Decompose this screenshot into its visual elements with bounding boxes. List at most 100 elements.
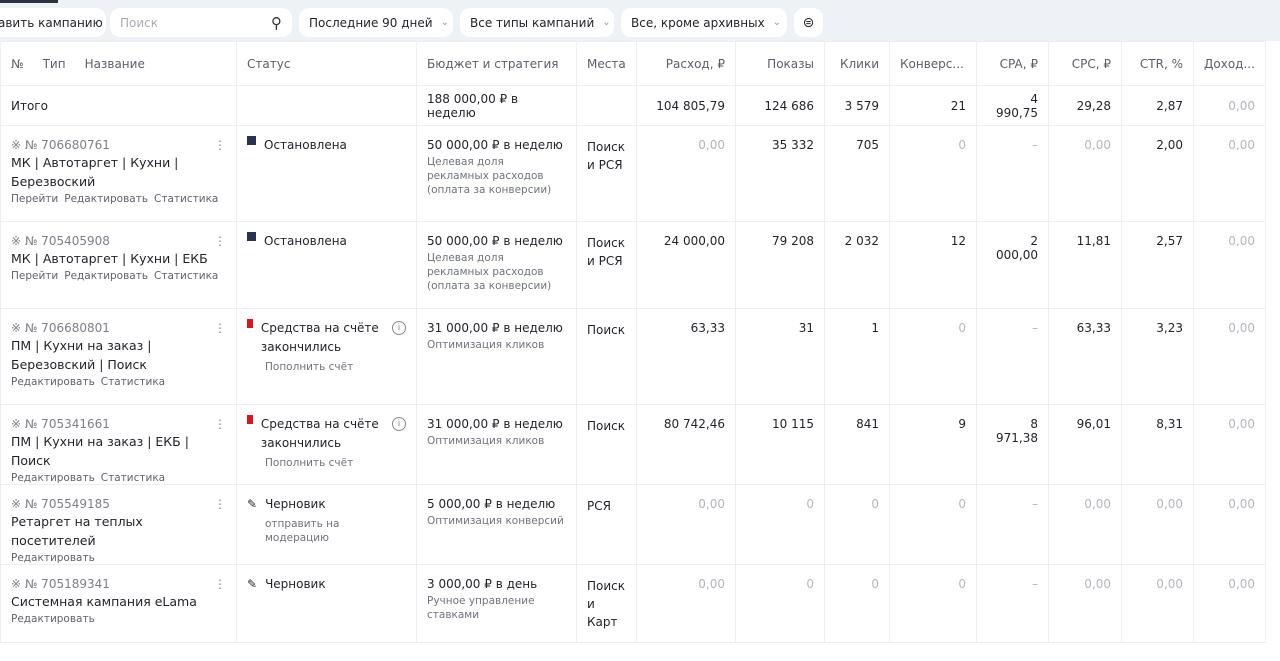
col-budget[interactable]: Бюджет и стратегия bbox=[416, 41, 577, 86]
cell-cpa: 8 971,38 bbox=[976, 404, 1049, 485]
strategy: Оптимизация конверсий bbox=[427, 515, 564, 527]
status-cell: Средства на счёте закончились i Пополнить… bbox=[236, 308, 417, 405]
places: Поиск и РСЯ bbox=[576, 221, 637, 309]
budget: 3 000,00 ₽ в день bbox=[427, 577, 538, 591]
cell-shows: 79 208 bbox=[735, 221, 825, 309]
cell-ctr: 3,23 bbox=[1121, 308, 1194, 405]
total-cpc: 29,28 bbox=[1048, 85, 1122, 126]
more-menu-icon[interactable]: ⋮ bbox=[214, 138, 226, 152]
col-ctr[interactable]: CTR, % bbox=[1121, 41, 1194, 86]
budget: 31 000,00 ₽ в неделю bbox=[427, 417, 563, 431]
period-dropdown[interactable]: Последние 90 дней ⌄ bbox=[299, 8, 453, 37]
strategy: Целевая доля рекламных расходов (оплата … bbox=[427, 156, 552, 196]
col-income[interactable]: Доход... bbox=[1193, 41, 1266, 86]
campaign-cell: ※ № 705405908 ⋮ МК | Автотаргет | Кухни |… bbox=[0, 221, 237, 309]
pencil-icon: ✎ bbox=[247, 577, 258, 591]
campaign-name[interactable]: ПМ | Кухни на заказ | ЕКБ | Поиск bbox=[11, 434, 189, 468]
col-name[interactable]: № Тип Название bbox=[0, 41, 237, 86]
archive-filter-dropdown[interactable]: Все, кроме архивных ⌄ bbox=[621, 8, 787, 37]
link-0[interactable]: Редактировать bbox=[11, 613, 95, 625]
toolbar: авить кампанию Поиск ⚲ Последние 90 дней ⌄… bbox=[0, 0, 1280, 41]
link-0[interactable]: Редактировать bbox=[11, 552, 95, 564]
places: Поиск bbox=[576, 404, 637, 485]
link-2[interactable]: Статистика bbox=[154, 193, 219, 205]
col-cpc[interactable]: CPC, ₽ bbox=[1048, 41, 1122, 86]
cell-clicks: 1 bbox=[824, 308, 890, 405]
filter-settings-button[interactable]: ⊜ bbox=[794, 8, 823, 37]
col-cpa[interactable]: CPA, ₽ bbox=[976, 41, 1049, 86]
status-cell: Остановлена bbox=[236, 221, 417, 309]
col-conversions[interactable]: Конверс... bbox=[889, 41, 977, 86]
add-campaign-label: авить кампанию bbox=[0, 15, 103, 30]
table-row: ※ № 706680761 ⋮ МК | Автотаргет | Кухни |… bbox=[0, 125, 1266, 222]
cell-conv: 0 bbox=[889, 308, 977, 405]
link-0[interactable]: Перейти bbox=[11, 193, 59, 205]
more-menu-icon[interactable]: ⋮ bbox=[214, 321, 226, 335]
link-0[interactable]: Редактировать bbox=[11, 472, 95, 484]
campaign-name[interactable]: Ретаргет на теплых посетителей bbox=[11, 514, 143, 548]
status-action[interactable]: Пополнить счёт bbox=[265, 361, 354, 373]
strategy: Оптимизация кликов bbox=[427, 339, 545, 351]
link-1[interactable]: Статистика bbox=[100, 376, 166, 388]
cell-ctr: 0,00 bbox=[1121, 564, 1194, 643]
col-spend[interactable]: Расход, ₽ bbox=[636, 41, 736, 86]
cell-cpc: 96,01 bbox=[1048, 404, 1122, 485]
cell-conv: 0 bbox=[889, 484, 977, 565]
cell-spend: 0,00 bbox=[636, 125, 736, 222]
campaign-name[interactable]: МК | Автотаргет | Кухни | Березвоский bbox=[11, 155, 179, 189]
cell-shows: 0 bbox=[735, 564, 825, 643]
status-cell: ✎ Черновик bbox=[236, 564, 417, 643]
status-action[interactable]: Пополнить счёт bbox=[265, 457, 354, 469]
total-shows: 124 686 bbox=[735, 85, 825, 126]
status-square-icon bbox=[247, 136, 256, 145]
info-icon[interactable]: i bbox=[392, 321, 406, 335]
col-status[interactable]: Статус bbox=[236, 41, 417, 86]
budget: 50 000,00 ₽ в неделю bbox=[427, 234, 563, 248]
cell-income: 0,00 bbox=[1193, 125, 1266, 222]
status-action[interactable]: отправить на модерацию bbox=[265, 518, 340, 544]
add-campaign-button[interactable]: авить кампанию bbox=[0, 8, 106, 37]
info-icon[interactable]: i bbox=[392, 417, 406, 431]
link-1[interactable]: Редактировать bbox=[64, 270, 149, 282]
col-places[interactable]: Места bbox=[576, 41, 637, 86]
col-shows[interactable]: Показы bbox=[735, 41, 825, 86]
cell-income: 0,00 bbox=[1193, 564, 1266, 643]
places: Поиск и РСЯ bbox=[576, 125, 637, 222]
table-row: ※ № 705189341 ⋮ Системная кампания eLama … bbox=[0, 564, 1266, 643]
period-label: Последние 90 дней bbox=[309, 15, 433, 30]
campaign-id: № 705189341 bbox=[24, 577, 110, 591]
campaign-name[interactable]: МК | Автотаргет | Кухни | ЕКБ bbox=[11, 251, 208, 266]
cell-shows: 10 115 bbox=[735, 404, 825, 485]
col-clicks[interactable]: Клики bbox=[824, 41, 890, 86]
campaign-types-dropdown[interactable]: Все типы кампаний ⌄ bbox=[460, 8, 614, 37]
cell-spend: 0,00 bbox=[636, 564, 736, 643]
cell-income: 0,00 bbox=[1193, 308, 1266, 405]
more-menu-icon[interactable]: ⋮ bbox=[214, 417, 226, 431]
cell-cpa: – bbox=[976, 308, 1049, 405]
more-menu-icon[interactable]: ⋮ bbox=[214, 234, 226, 248]
status-text: Остановлена bbox=[264, 234, 347, 248]
status-square-icon bbox=[247, 232, 256, 241]
search-placeholder: Поиск bbox=[120, 15, 159, 30]
link-0[interactable]: Редактировать bbox=[11, 376, 95, 388]
campaign-name[interactable]: Системная кампания eLama bbox=[11, 594, 197, 609]
link-1[interactable]: Статистика bbox=[100, 472, 166, 484]
cell-ctr: 2,57 bbox=[1121, 221, 1194, 309]
campaign-cell: ※ № 705549185 ⋮ Ретаргет на теплых посети… bbox=[0, 484, 237, 565]
status-cell: Средства на счёте закончились i Пополнить… bbox=[236, 404, 417, 485]
campaign-cell: ※ № 706680761 ⋮ МК | Автотаргет | Кухни |… bbox=[0, 125, 237, 222]
more-menu-icon[interactable]: ⋮ bbox=[214, 497, 226, 511]
search-input[interactable]: Поиск ⚲ bbox=[110, 8, 292, 37]
status-text: Средства на счёте закончились bbox=[260, 321, 379, 354]
cell-conv: 12 bbox=[889, 221, 977, 309]
link-1[interactable]: Редактировать bbox=[64, 193, 149, 205]
more-menu-icon[interactable]: ⋮ bbox=[214, 577, 226, 591]
campaigns-table: № Тип Название Статус Бюджет и стратегия… bbox=[0, 41, 1266, 643]
cell-spend: 0,00 bbox=[636, 484, 736, 565]
table-edge bbox=[1265, 41, 1280, 641]
status-square-icon bbox=[247, 415, 253, 424]
link-2[interactable]: Статистика bbox=[154, 270, 219, 282]
link-0[interactable]: Перейти bbox=[11, 270, 59, 282]
campaign-name[interactable]: ПМ | Кухни на заказ | Березовский | Поис… bbox=[11, 338, 152, 372]
cell-cpa: 2 000,00 bbox=[976, 221, 1049, 309]
